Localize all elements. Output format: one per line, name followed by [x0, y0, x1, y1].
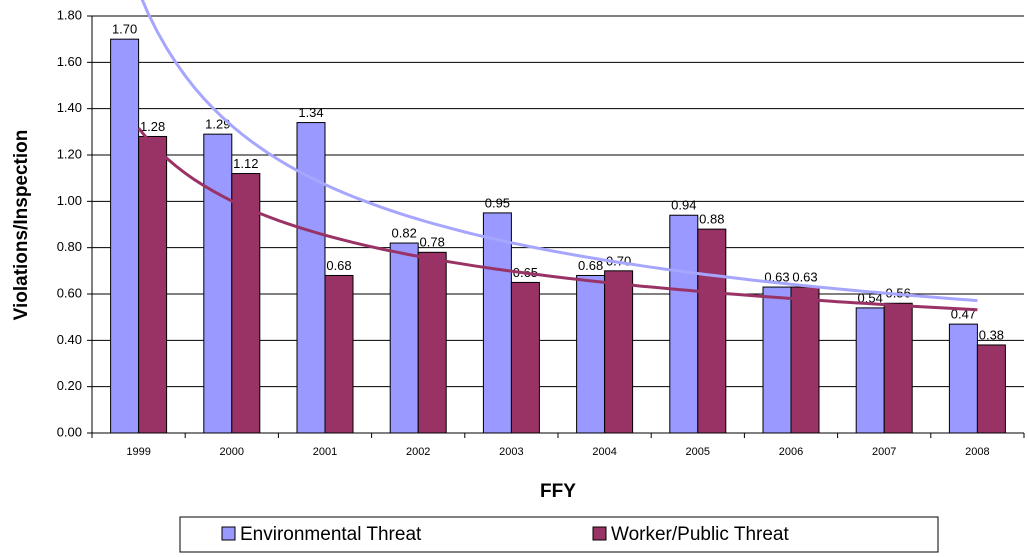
bar: [976, 344, 1006, 434]
value-label: 0.95: [485, 195, 510, 210]
value-label: 1.28: [140, 119, 165, 134]
x-tick-label: 2001: [313, 446, 337, 458]
value-label: 1.29: [205, 117, 230, 132]
bar: [669, 214, 699, 434]
y-tick-label: 0.80: [57, 239, 82, 254]
bar: [417, 251, 447, 434]
value-label: 0.38: [979, 327, 1004, 342]
value-label: 1.70: [112, 22, 137, 37]
legend-swatch: [221, 526, 236, 541]
x-tick-label: 2000: [220, 446, 244, 458]
x-tick-label: 2005: [686, 446, 710, 458]
bar: [482, 212, 512, 434]
value-label: 0.82: [392, 225, 417, 240]
legend-label: Worker/Public Threat: [611, 524, 789, 545]
y-tick-label: 0.40: [57, 332, 82, 347]
bar: [231, 173, 261, 434]
y-tick-label: 0.00: [57, 424, 82, 439]
value-label: 0.54: [858, 290, 883, 305]
y-tick-label: 0.20: [57, 378, 82, 393]
value-label: 0.94: [671, 198, 696, 213]
x-tick-label: 1999: [126, 446, 150, 458]
bar: [883, 302, 913, 434]
value-label: 0.78: [420, 235, 445, 250]
y-tick-label: 1.40: [57, 100, 82, 115]
value-label: 0.88: [699, 212, 724, 227]
bar: [138, 135, 168, 434]
trend-line: [137, 127, 978, 312]
y-tick-label: 1.80: [57, 7, 82, 22]
bar: [203, 133, 233, 434]
x-tick-label: 2006: [779, 446, 803, 458]
bar: [324, 274, 354, 434]
bar: [576, 274, 606, 434]
legend-box: [179, 516, 939, 553]
x-tick-label: 2002: [406, 446, 430, 458]
bar: [110, 38, 140, 434]
value-label: 1.34: [298, 105, 323, 120]
bar: [762, 286, 792, 434]
value-label: 0.63: [792, 269, 817, 284]
bar: [604, 270, 634, 434]
bar: [855, 307, 885, 434]
bar: [948, 323, 978, 434]
y-tick-label: 1.60: [57, 54, 82, 69]
y-tick-label: 0.60: [57, 285, 82, 300]
bar: [296, 122, 326, 434]
y-tick-label: 1.00: [57, 193, 82, 208]
x-axis-title: FFY: [540, 481, 576, 502]
x-tick-label: 2008: [965, 446, 989, 458]
trend-line: [140, 0, 978, 303]
y-axis-title: Violations/Inspection: [11, 130, 32, 321]
value-label: 0.68: [578, 258, 603, 273]
x-tick-label: 2004: [592, 446, 616, 458]
y-tick-label: 1.20: [57, 146, 82, 161]
legend-label: Environmental Threat: [240, 524, 422, 545]
bar: [790, 286, 820, 434]
value-label: 0.68: [326, 258, 351, 273]
bar: [510, 281, 540, 434]
x-tick-label: 2003: [499, 446, 523, 458]
x-tick-label: 2007: [872, 446, 896, 458]
bar: [389, 242, 419, 434]
value-label: 1.12: [233, 156, 258, 171]
bar: [697, 228, 727, 434]
legend-swatch: [592, 526, 607, 541]
